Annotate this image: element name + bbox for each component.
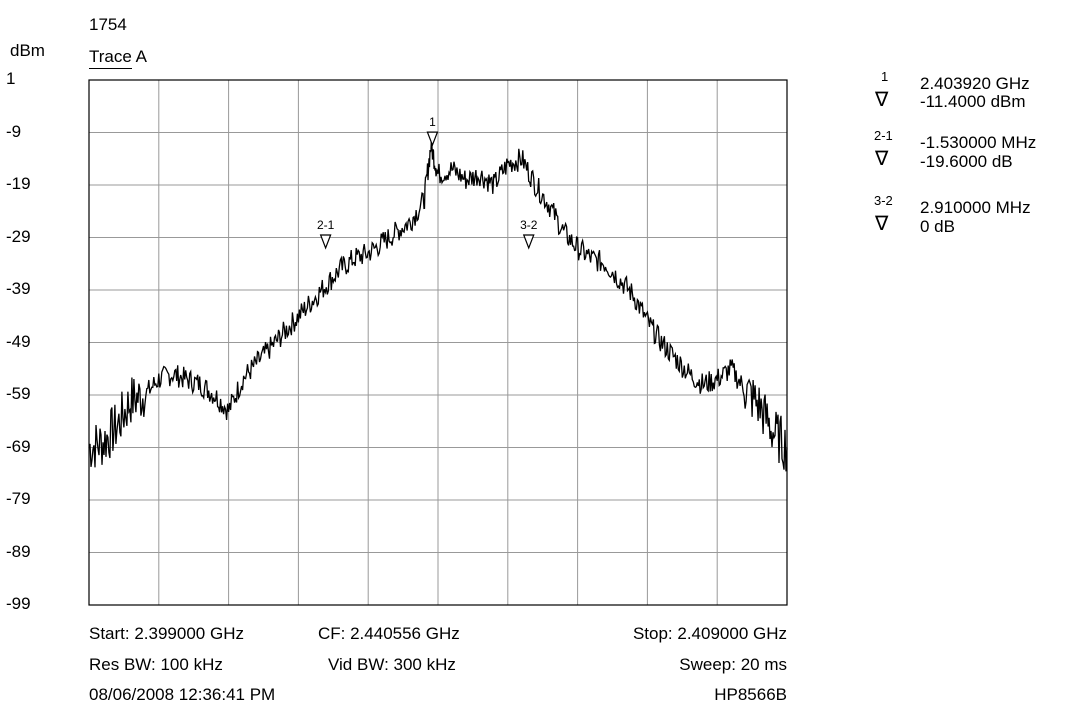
start-freq: Start: 2.399000 GHz: [89, 624, 244, 643]
marker-2-tag: 2-1: [874, 128, 893, 143]
marker-1-triangle: [426, 131, 439, 147]
plot-markers: 1 2-1 3-2: [317, 115, 538, 250]
y-tick-label: -29: [6, 226, 31, 246]
y-tick-label: -89: [6, 541, 31, 561]
y-unit-label: dBm: [10, 41, 45, 60]
marker-3-triangle: [522, 234, 535, 250]
trace-label-underline: [89, 68, 132, 69]
marker-2-icon: ∇: [875, 148, 889, 170]
y-tick-label: -19: [6, 174, 31, 193]
y-tick-label: -39: [6, 279, 31, 298]
marker-1-freq: 2.403920 GHz: [920, 74, 1030, 93]
instrument-model: HP8566B: [714, 685, 787, 704]
y-tick-label: -79: [6, 489, 31, 508]
y-tick-label: -49: [6, 331, 31, 351]
res-bw: Res BW: 100 kHz: [89, 655, 223, 674]
marker-3-freq: 2.910000 MHz: [920, 198, 1031, 217]
marker-3-tag: 3-2: [874, 193, 893, 208]
stop-freq: Stop: 2.409000 GHz: [632, 624, 787, 643]
marker-1-amp: -11.4000 dBm: [920, 92, 1026, 111]
y-tick-label: -9: [6, 121, 22, 141]
marker-3-plot-label: 3-2: [520, 218, 538, 232]
plot-grid: [89, 80, 787, 605]
marker-2-triangle: [319, 234, 332, 250]
plot-frame: [88, 79, 788, 606]
marker-1-plot-label: 1: [429, 115, 436, 129]
y-tick-label: -69: [6, 436, 31, 456]
marker-2-plot-label: 2-1: [317, 218, 335, 232]
marker-2-freq: -1.530000 MHz: [920, 133, 1037, 152]
timestamp: 08/06/2008 12:36:41 PM: [89, 685, 276, 704]
vid-bw: Vid BW: 300 kHz: [328, 655, 456, 674]
sweep-time: Sweep: 20 ms: [679, 655, 787, 674]
y-tick-label: -99: [6, 594, 31, 613]
trace-a-line: [88, 136, 788, 472]
y-tick-label: 1: [6, 69, 16, 88]
marker-3-amp: 0 dB: [920, 217, 955, 236]
marker-2-amp: -19.6000 dB: [920, 152, 1013, 171]
marker-1-tag: 1: [881, 69, 889, 84]
marker-3-icon: ∇: [875, 213, 889, 235]
trace-id-label: 1754: [89, 15, 127, 34]
trace-label: Trace A: [89, 47, 147, 66]
y-tick-label: -59: [6, 384, 31, 403]
center-freq: CF: 2.440556 GHz: [318, 624, 460, 643]
marker-1-icon: ∇: [875, 89, 889, 111]
